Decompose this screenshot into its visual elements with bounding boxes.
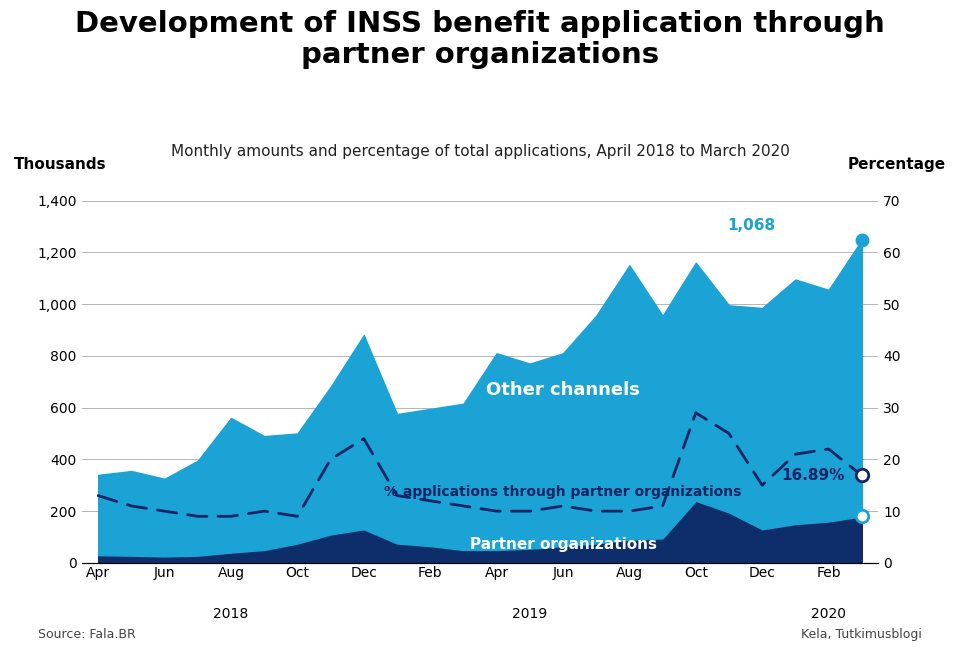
Text: Development of INSS benefit application through
partner organizations: Development of INSS benefit application … <box>75 10 885 69</box>
Text: Other channels: Other channels <box>486 380 640 399</box>
Text: 2018: 2018 <box>213 608 249 621</box>
Text: Kela, Tutkimusblogi: Kela, Tutkimusblogi <box>801 628 922 641</box>
Text: 1,068: 1,068 <box>728 218 776 233</box>
Text: 2020: 2020 <box>811 608 846 621</box>
Text: 2019: 2019 <box>513 608 547 621</box>
Text: Thousands: Thousands <box>13 157 107 171</box>
Text: 16.89%: 16.89% <box>781 468 845 483</box>
Text: Source: Fala.BR: Source: Fala.BR <box>38 628 136 641</box>
Text: Percentage: Percentage <box>848 157 947 171</box>
Text: Monthly amounts and percentage of total applications, April 2018 to March 2020: Monthly amounts and percentage of total … <box>171 144 789 159</box>
Text: Partner organizations: Partner organizations <box>469 536 657 552</box>
Text: 180: 180 <box>813 509 845 524</box>
Text: % applications through partner organizations: % applications through partner organizat… <box>384 485 742 499</box>
